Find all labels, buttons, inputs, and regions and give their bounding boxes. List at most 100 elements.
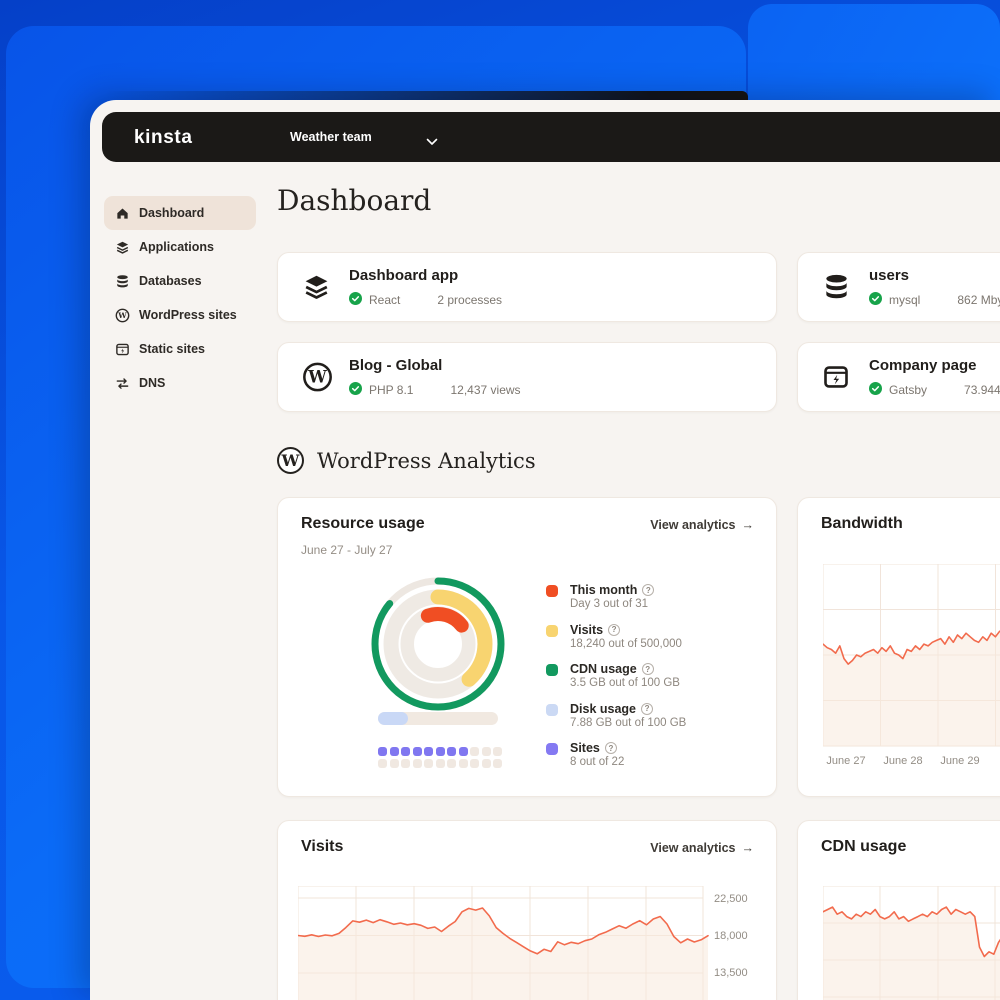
cdn-usage-chart [823, 886, 1000, 1000]
card-title: Blog - Global [349, 357, 443, 374]
legend-item-sites: Sites? 8 out of 22 [546, 741, 686, 768]
site-dot [412, 758, 422, 768]
app-stack-icon [115, 240, 130, 255]
sidebar-item-dns[interactable]: DNS [104, 366, 256, 400]
visits-card: Visits View analytics → 22,500 18,000 13,5… [277, 820, 777, 1000]
card-meta: 12,437 views [450, 383, 521, 397]
card-meta: 2 processes [437, 293, 503, 307]
wordpress-icon: W [277, 447, 304, 474]
status-check-icon [869, 292, 882, 308]
sidebar: Dashboard Applications Databases W WordP… [104, 196, 256, 400]
card-status-row: Gatsby 73.944 views [869, 382, 1000, 398]
site-dot [458, 758, 468, 768]
home-icon [115, 206, 130, 221]
date-range: June 27 - July 27 [301, 543, 393, 557]
help-icon[interactable]: ? [604, 742, 617, 754]
static-site-icon [822, 363, 850, 391]
resource-donut-chart [363, 569, 513, 719]
analytics-section-header: W WordPress Analytics [277, 447, 536, 474]
legend-swatch [546, 703, 558, 716]
status-check-icon [349, 382, 362, 398]
svg-text:13,500: 13,500 [714, 967, 748, 979]
sidebar-item-wordpress-sites[interactable]: W WordPress sites [104, 298, 256, 332]
site-dot [493, 747, 502, 756]
site-dot [481, 747, 491, 756]
chevron-down-icon[interactable] [426, 133, 438, 151]
card-title: CDN usage [821, 838, 907, 855]
sidebar-item-label: Databases [139, 274, 202, 288]
main-content: Dashboard Dashboard app React 2 processe… [277, 100, 1000, 1000]
site-dot [378, 758, 387, 768]
card-title: Bandwidth [821, 515, 903, 532]
database-icon [115, 274, 130, 289]
help-icon[interactable]: ? [641, 702, 654, 715]
site-dot [493, 758, 502, 768]
svg-text:18,000: 18,000 [714, 930, 748, 942]
legend-item-disk-usage: Disk usage? 7.88 GB out of 100 GB [546, 702, 686, 729]
card-title: users [869, 267, 910, 284]
disk-usage-bar-fill [378, 712, 408, 725]
legend-item-visits: Visits? 18,240 out of 500,000 [546, 623, 686, 650]
resource-legend: This month? Day 3 out of 31 Visits? 18,2… [546, 583, 686, 781]
legend-item-this-month: This month? Day 3 out of 31 [546, 583, 686, 610]
site-dot [412, 747, 422, 756]
svg-text:June 27: June 27 [826, 755, 865, 767]
site-dot [401, 747, 410, 756]
summary-card-users[interactable]: users mysql 862 Mbytes [797, 252, 1000, 322]
site-dot [470, 747, 479, 756]
summary-card-blog-global[interactable]: W Blog - Global PHP 8.1 12,437 views [277, 342, 777, 412]
site-dot [435, 758, 445, 768]
card-status: PHP 8.1 [369, 383, 414, 397]
card-status: Gatsby [889, 383, 928, 397]
card-status: mysql [889, 293, 921, 307]
top-navbar: kinsta Weather team [102, 112, 1000, 162]
view-analytics-link[interactable]: View analytics → [650, 518, 754, 532]
visits-chart: 22,500 18,000 13,500 [298, 886, 748, 1000]
svg-text:June 29: June 29 [940, 755, 979, 767]
svg-text:W: W [307, 368, 327, 387]
site-dot [378, 747, 387, 756]
svg-text:W: W [117, 311, 127, 320]
bandwidth-card: Bandwidth June 27 June 28 June 29 [797, 497, 1000, 797]
sidebar-item-dashboard[interactable]: Dashboard [104, 196, 256, 230]
site-dot [424, 747, 433, 756]
team-switcher[interactable]: Weather team [290, 130, 372, 144]
wordpress-icon: W [302, 362, 333, 393]
arrow-right-icon: → [741, 518, 755, 532]
site-dot [435, 747, 445, 756]
status-check-icon [349, 292, 362, 308]
site-dot [424, 758, 433, 768]
sidebar-item-databases[interactable]: Databases [104, 264, 256, 298]
app-window: kinsta Weather team Dashboard Applicatio… [90, 100, 1000, 1000]
card-title: Dashboard app [349, 267, 459, 284]
static-site-icon [115, 342, 130, 357]
sidebar-item-static-sites[interactable]: Static sites [104, 332, 256, 366]
sidebar-item-label: Applications [139, 240, 215, 254]
resource-usage-card: Resource usage June 27 - July 27 View an… [277, 497, 777, 797]
site-dot [447, 747, 456, 756]
card-meta: 73.944 views [964, 383, 1000, 397]
view-analytics-link[interactable]: View analytics → [650, 841, 754, 855]
disk-usage-bar [378, 712, 498, 725]
legend-swatch [546, 624, 558, 637]
site-dot [389, 758, 399, 768]
site-dot [481, 758, 491, 768]
help-icon[interactable]: ? [608, 623, 621, 636]
summary-card-company-page[interactable]: Company page Gatsby 73.944 views [797, 342, 1000, 412]
help-icon[interactable]: ? [641, 663, 654, 675]
wordpress-icon: W [115, 308, 130, 323]
card-title: Visits [301, 838, 344, 855]
sidebar-item-label: WordPress sites [139, 308, 237, 322]
summary-card-dashboard-app[interactable]: Dashboard app React 2 processes [277, 252, 777, 322]
card-title: Resource usage [301, 515, 425, 532]
bandwidth-chart: June 27 June 28 June 29 [823, 564, 1000, 767]
help-icon[interactable]: ? [642, 584, 655, 596]
cdn-usage-card: CDN usage [797, 820, 1000, 1000]
kinsta-logo: kinsta [134, 127, 193, 148]
arrow-right-icon: → [741, 841, 755, 855]
card-meta: 862 Mbytes [957, 293, 1000, 307]
sidebar-item-label: Static sites [139, 342, 206, 356]
sidebar-item-applications[interactable]: Applications [104, 230, 256, 264]
analytics-heading: WordPress Analytics [317, 448, 536, 473]
app-stack-icon [302, 273, 331, 302]
